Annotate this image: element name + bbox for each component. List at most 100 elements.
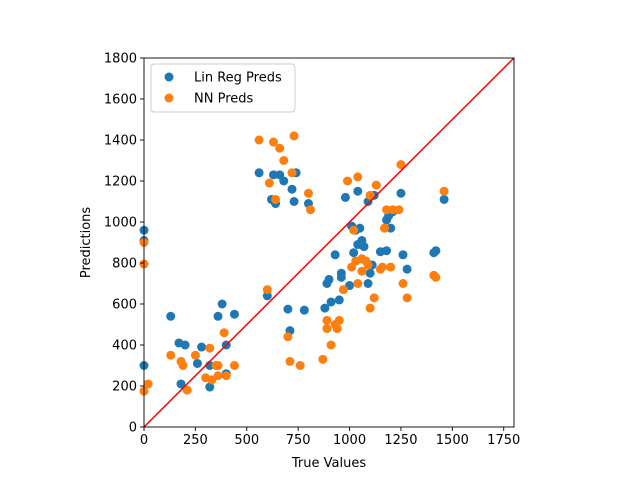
y-tick-label: 400 [112, 339, 137, 354]
data-point [190, 350, 200, 360]
data-point [221, 371, 231, 381]
data-point [166, 350, 176, 360]
data-point [254, 168, 264, 178]
y-tick-label: 1600 [104, 93, 137, 108]
data-point [363, 279, 373, 288]
data-point [176, 379, 186, 389]
data-point [289, 131, 299, 141]
data-point [402, 293, 412, 303]
data-point [330, 250, 340, 260]
x-axis-ticks: 0 250 500 750 1000 1250 1500 1750 [140, 427, 520, 448]
data-point [439, 194, 449, 204]
data-point [326, 297, 336, 307]
y-axis-label: Predictions [79, 207, 94, 279]
data-point [322, 324, 332, 334]
legend-box [150, 63, 296, 113]
x-tick-label: 0 [140, 433, 148, 448]
data-point [213, 361, 223, 370]
data-point [271, 194, 281, 204]
x-tick-label: 1000 [333, 433, 366, 448]
data-point [264, 178, 274, 188]
data-point [283, 332, 293, 342]
data-point [353, 172, 363, 182]
data-point [229, 361, 239, 370]
data-point [279, 176, 289, 186]
data-point [318, 354, 328, 364]
y-tick-label: 800 [112, 257, 137, 272]
data-point [166, 311, 176, 321]
data-point [439, 186, 449, 196]
x-axis-label: True Values [291, 456, 366, 471]
series-1 [139, 131, 449, 396]
legend-marker [164, 93, 174, 103]
data-point [334, 315, 344, 325]
x-tick-label: 1500 [436, 433, 469, 448]
data-point [287, 168, 297, 178]
data-point [324, 274, 334, 284]
data-point [269, 170, 278, 180]
reference-line-y-equals-x [143, 57, 515, 428]
data-point [197, 342, 207, 352]
y-tick-label: 1400 [104, 134, 137, 149]
data-point [353, 279, 363, 288]
data-point [359, 242, 369, 252]
data-point [371, 180, 381, 190]
data-point [338, 285, 348, 295]
y-axis-ticks: 0 200 400 600 800 1000 1200 1400 1600 1800 [104, 52, 144, 436]
data-point [431, 272, 441, 282]
data-point [262, 285, 272, 295]
data-point [353, 186, 363, 196]
data-point [398, 279, 408, 288]
data-point [180, 340, 190, 350]
legend: Lin Reg Preds NN Preds [150, 63, 296, 113]
data-point [254, 135, 264, 145]
data-point [349, 248, 359, 258]
data-point [295, 361, 305, 370]
data-point [386, 262, 396, 272]
legend-marker [164, 72, 174, 82]
data-point [275, 143, 285, 153]
data-point [219, 328, 229, 338]
data-point [289, 197, 299, 206]
data-point [326, 340, 336, 350]
data-point [306, 205, 315, 215]
data-point [332, 324, 342, 334]
y-tick-label: 200 [112, 380, 137, 395]
data-point [377, 262, 387, 272]
x-tick-label: 1250 [384, 433, 417, 448]
data-point [402, 264, 412, 274]
data-point [394, 205, 404, 215]
data-point [365, 268, 375, 278]
data-point [357, 266, 367, 276]
data-point [217, 299, 227, 309]
y-tick-label: 1800 [104, 52, 137, 67]
data-point [205, 382, 215, 392]
data-point [213, 311, 223, 321]
legend-label: NN Preds [194, 92, 254, 107]
x-tick-label: 500 [234, 433, 259, 448]
data-point [334, 295, 344, 305]
data-point [143, 379, 153, 389]
data-point [269, 137, 278, 147]
data-point [229, 309, 239, 319]
data-point [340, 192, 350, 202]
data-point [388, 205, 398, 215]
data-point [369, 293, 379, 303]
y-tick-label: 0 [129, 421, 137, 436]
data-point [336, 268, 346, 278]
data-point [396, 160, 406, 170]
data-point [262, 291, 272, 301]
data-point [182, 385, 192, 395]
data-point [398, 250, 408, 260]
data-point [363, 260, 373, 270]
data-point [365, 190, 375, 200]
data-point [382, 205, 392, 215]
x-tick-label: 750 [286, 433, 311, 448]
data-point [287, 184, 297, 194]
x-tick-label: 250 [183, 433, 208, 448]
y-tick-label: 1200 [104, 175, 137, 190]
data-point [285, 356, 295, 366]
data-point [283, 304, 293, 314]
data-point [192, 358, 202, 368]
